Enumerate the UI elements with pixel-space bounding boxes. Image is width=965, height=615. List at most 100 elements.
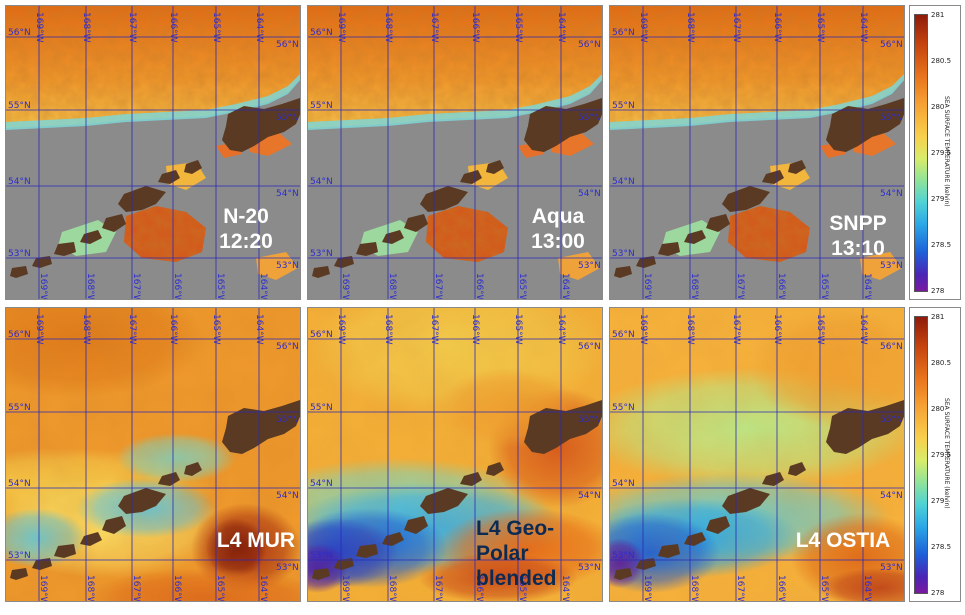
land-mass xyxy=(118,488,166,514)
longitude-tick: 168°W xyxy=(81,12,91,43)
colorbar-tick: 278 xyxy=(931,589,945,597)
land-mass xyxy=(10,568,28,580)
land-mass xyxy=(382,532,404,546)
longitude-tick: 164°W xyxy=(560,575,570,602)
longitude-tick: 166°W xyxy=(470,12,480,43)
longitude-tick: 164°W xyxy=(858,314,868,345)
longitude-tick: 165°W xyxy=(513,12,523,43)
longitude-tick: 168°W xyxy=(685,12,695,43)
land-mass xyxy=(80,230,102,244)
land-mass xyxy=(684,230,706,244)
longitude-tick: 169°W xyxy=(642,273,652,300)
longitude-tick: 164°W xyxy=(560,273,570,300)
land-mass xyxy=(54,544,76,558)
colorbar-tick: 281 xyxy=(931,11,945,19)
longitude-tick: 164°W xyxy=(858,12,868,43)
latitude-tick: 55°N xyxy=(578,415,601,425)
colorbar-tick: 280 xyxy=(931,103,945,111)
latitude-tick: 55°N xyxy=(276,113,299,123)
longitude-tick: 167°W xyxy=(127,12,137,43)
latitude-tick: 54°N xyxy=(310,177,333,187)
latitude-tick: 53°N xyxy=(8,551,31,561)
colorbar-tick: 278.5 xyxy=(931,241,952,249)
longitude-tick: 164°W xyxy=(556,12,566,43)
land-mass xyxy=(636,558,656,570)
longitude-tick: 169°W xyxy=(336,314,346,345)
land-mass xyxy=(312,568,330,580)
latitude-tick: 56°N xyxy=(578,342,601,352)
land-mass xyxy=(356,544,378,558)
colorbar-gradient xyxy=(914,14,928,292)
panel-label-aqua: Aqua 13:00 xyxy=(531,205,585,253)
panel-label-mur: L4 MUR xyxy=(216,529,296,552)
longitude-tick: 169°W xyxy=(38,575,48,602)
longitude-tick: 169°W xyxy=(638,314,648,345)
latitude-tick: 53°N xyxy=(612,551,635,561)
colorbar-tick: 280.5 xyxy=(931,57,952,65)
longitude-tick: 164°W xyxy=(862,273,872,300)
longitude-tick: 166°W xyxy=(474,575,484,602)
latitude-tick: 55°N xyxy=(612,101,635,111)
latitude-tick: 56°N xyxy=(612,28,635,38)
longitude-tick: 166°W xyxy=(168,314,178,345)
latitude-tick: 56°N xyxy=(310,330,333,340)
colorbar-tick: 279 xyxy=(931,195,945,203)
longitude-tick: 164°W xyxy=(258,273,268,300)
map-panel-n20: 169°W 169°W 168°W 168°W 167°W 167°W 166°W 166°W… xyxy=(5,5,301,300)
sst-map-mur: 169°W 169°W 168°W 168°W 167°W 167°W 166°W 166°W… xyxy=(6,308,300,602)
longitude-tick: 164°W xyxy=(258,575,268,602)
longitude-tick: 167°W xyxy=(429,12,439,43)
latitude-tick: 53°N xyxy=(578,261,601,271)
colorbar-bottom: 281 280.5 280 279.5 279 278.5 278 SEA SU… xyxy=(909,307,961,602)
land-mass xyxy=(404,214,428,232)
longitude-tick: 165°W xyxy=(517,575,527,602)
latitude-tick: 56°N xyxy=(880,342,903,352)
latitude-tick: 56°N xyxy=(612,330,635,340)
land-mass xyxy=(32,256,52,268)
colorbar-tick: 278 xyxy=(931,287,945,295)
colorbar-top: 281 280.5 280 279.5 279 278.5 278 SEA SU… xyxy=(909,5,961,300)
longitude-tick: 167°W xyxy=(429,314,439,345)
longitude-tick: 167°W xyxy=(131,575,141,602)
land-mass xyxy=(382,230,404,244)
latitude-tick: 55°N xyxy=(310,101,333,111)
latitude-tick: 53°N xyxy=(310,551,333,561)
longitude-tick: 165°W xyxy=(215,273,225,300)
latitude-tick: 55°N xyxy=(612,403,635,413)
land-mass xyxy=(312,266,330,278)
land-mass xyxy=(788,462,806,476)
longitude-tick: 167°W xyxy=(731,314,741,345)
panel-label-snpp: SNPP 13:10 xyxy=(829,212,887,260)
latitude-tick: 54°N xyxy=(8,479,31,489)
land-mass xyxy=(524,98,602,152)
longitude-tick: 168°W xyxy=(85,575,95,602)
latitude-tick: 53°N xyxy=(612,249,635,259)
latitude-tick: 53°N xyxy=(8,249,31,259)
land-mass xyxy=(524,400,602,454)
map-panel-aqua: 169°W 169°W 168°W 168°W 167°W 167°W 166°W 166°W… xyxy=(307,5,603,300)
colorbar-tick: 280 xyxy=(931,405,945,413)
longitude-tick: 165°W xyxy=(211,12,221,43)
longitude-tick: 166°W xyxy=(776,575,786,602)
land-mass xyxy=(762,170,784,184)
map-panel-geo: 169°W 169°W 168°W 168°W 167°W 167°W 166°W 166°W… xyxy=(307,307,603,602)
longitude-tick: 168°W xyxy=(685,314,695,345)
longitude-tick: 165°W xyxy=(211,314,221,345)
longitude-tick: 164°W xyxy=(556,314,566,345)
latitude-tick: 55°N xyxy=(8,101,31,111)
colorbar-title: SEA SURFACE TEMPERATURE (kelvin) xyxy=(943,96,950,207)
land-mass xyxy=(658,544,680,558)
colorbar-tick: 280.5 xyxy=(931,359,952,367)
land-mass xyxy=(460,472,482,486)
longitude-tick: 165°W xyxy=(815,314,825,345)
longitude-tick: 168°W xyxy=(387,575,397,602)
longitude-tick: 168°W xyxy=(81,314,91,345)
sst-map-n20: 169°W 169°W 168°W 168°W 167°W 167°W 166°W 166°W… xyxy=(6,6,300,300)
latitude-tick: 56°N xyxy=(578,40,601,50)
land-mass xyxy=(334,256,354,268)
latitude-tick: 54°N xyxy=(8,177,31,187)
sst-map-snpp: 169°W 169°W 168°W 168°W 167°W 167°W 166°W 166°W… xyxy=(610,6,904,300)
longitude-tick: 169°W xyxy=(642,575,652,602)
longitude-tick: 169°W xyxy=(340,273,350,300)
longitude-tick: 168°W xyxy=(383,12,393,43)
